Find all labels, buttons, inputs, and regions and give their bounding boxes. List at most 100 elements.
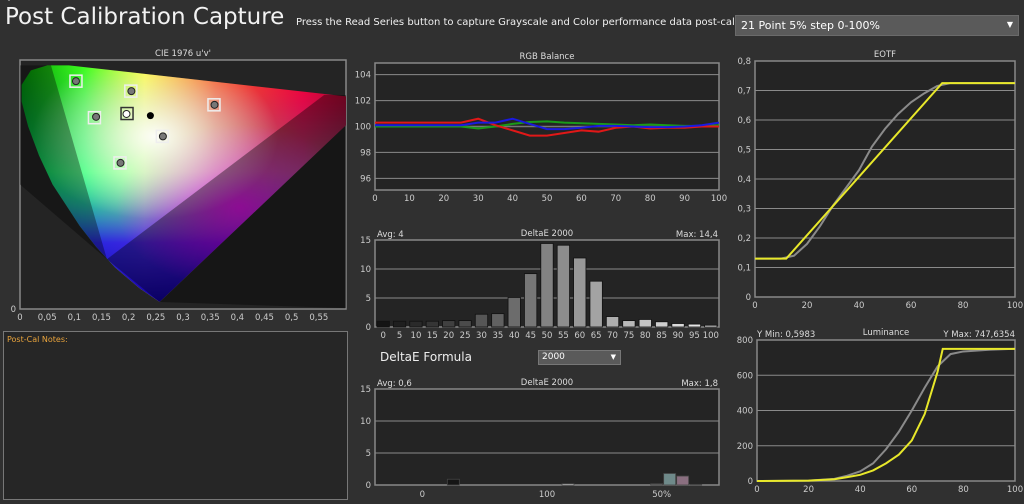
chart-title: CIE 1976 u'v' [155, 49, 211, 59]
bar [524, 273, 538, 328]
x-tick-label: 40 [507, 194, 518, 204]
spectral-locus-white [21, 65, 346, 302]
x-tick-label: 25 [460, 331, 471, 341]
x-tick-label: 5 [397, 331, 402, 341]
outside-gamut-shade-right [106, 94, 346, 309]
x-tick-label: 30 [473, 194, 484, 204]
series-line-target [756, 347, 1015, 482]
chart-title: DeltaE 2000 [521, 378, 573, 388]
outside-gamut-shade-left [20, 65, 107, 260]
notes-label: Post-Cal Notes: [7, 335, 68, 344]
x-tick-label: 20 [802, 301, 813, 311]
bar [676, 475, 690, 486]
post-cal-notes[interactable]: Post-Cal Notes: [3, 331, 348, 500]
x-tick-label: 0,45 [255, 313, 274, 323]
y-tick-label: 5 [366, 449, 371, 459]
deltae-formula-select[interactable]: 2000 ▼ [538, 350, 621, 365]
x-tick-label: 100 [1007, 301, 1023, 311]
y-tick-label: 10 [360, 265, 371, 275]
x-tick-label: 20 [438, 194, 449, 204]
y-tick-label: 15 [360, 236, 371, 246]
x-tick-label: 0,25 [146, 313, 165, 323]
bar [458, 320, 472, 328]
target-cyan [87, 110, 102, 125]
x-tick-label: 50 [542, 194, 553, 204]
y-tick-label: 0,6 [737, 116, 751, 126]
x-tick-label: 20 [803, 485, 814, 495]
y-tick-label: 102 [355, 97, 371, 107]
page-title: Post Calibration Capture [5, 4, 285, 30]
x-tick-label: 100 [1007, 485, 1023, 495]
bar [573, 257, 587, 328]
x-tick-label: 45 [525, 331, 536, 341]
bar [671, 323, 685, 328]
max-label: Max: 14,4 [676, 230, 718, 240]
x-tick-label: 0,5 [285, 313, 299, 323]
y-tick-label: 0,2 [737, 234, 751, 244]
x-tick-label: 0 [754, 485, 759, 495]
x-tick-label: 95 [689, 331, 700, 341]
y-tick-label: 0,3 [2, 0, 16, 3]
bar [663, 473, 677, 486]
x-tick-label: 35 [492, 331, 503, 341]
x-tick-label: 80 [958, 301, 969, 311]
bar [589, 280, 603, 328]
x-tick-label: 0,4 [231, 313, 245, 323]
y-tick-label: 0,5 [2, 0, 16, 3]
y-min-label: Y Min: 0,5983 [756, 330, 815, 340]
x-tick-label: 50% [652, 490, 671, 500]
target-white [120, 106, 134, 121]
y-tick-label: 800 [737, 336, 753, 346]
cie-chart: CIE 1976 u'v'00,10,20,30,40,500,050,10,1… [2, 0, 347, 323]
cie-gamut [20, 65, 346, 309]
measured-magenta [158, 132, 167, 141]
y-tick-label: 0,4 [2, 0, 16, 3]
bar [446, 478, 460, 486]
x-tick-label: 80 [645, 194, 656, 204]
bar [622, 320, 636, 328]
x-tick-label: 0,15 [92, 313, 111, 323]
y-tick-label: 98 [360, 148, 371, 158]
x-tick-label: 0 [380, 331, 385, 341]
bar [556, 244, 570, 328]
chevron-down-icon: ▼ [610, 353, 616, 361]
deltae-formula-label: DeltaE Formula [380, 350, 472, 364]
measured-white [122, 109, 131, 118]
bar [474, 313, 489, 328]
y-tick-label: 600 [737, 371, 753, 381]
bar [540, 243, 554, 328]
x-tick-label: 70 [610, 194, 621, 204]
bar [689, 483, 703, 486]
bar [392, 320, 407, 328]
x-tick-label: 40 [855, 485, 866, 495]
y-tick-label: 5 [366, 294, 371, 304]
x-tick-label: 0,1 [68, 313, 82, 323]
x-tick-label: 10 [411, 331, 422, 341]
max-label: Max: 1,8 [681, 379, 718, 389]
x-tick-label: 0 [420, 490, 425, 500]
x-tick-label: 10 [404, 194, 415, 204]
y-max-label: Y Max: 747,6354 [942, 330, 1015, 340]
series-line-target [755, 82, 1015, 260]
x-tick-label: 100 [539, 490, 555, 500]
y-tick-label: 10 [360, 417, 371, 427]
target-green [69, 74, 83, 88]
y-tick-label: 104 [355, 71, 371, 81]
bar [605, 316, 620, 328]
avg-label: Avg: 4 [377, 230, 404, 240]
y-tick-label: 0,5 [737, 146, 751, 156]
bar [409, 320, 423, 328]
chart-title: RGB Balance [520, 52, 575, 62]
x-tick-label: 70 [607, 331, 618, 341]
x-tick-label: 0 [372, 194, 377, 204]
measured-blue [116, 158, 125, 167]
de_color-chart: DeltaE 2000 0 5 10 15 Avg: 0,6 Max: 1,8 0 100 50% [360, 378, 720, 500]
y-tick-label: 0 [748, 477, 753, 487]
y-tick-label: 400 [737, 407, 753, 417]
x-tick-label: 100 [711, 194, 727, 204]
luminance-chart: 0 200 400 600 800 0 20 40 60 80 100 Luminance Y Min:… [737, 328, 1023, 495]
series-select[interactable]: 21 Point 5% step 0-100% ▼ [735, 15, 1019, 36]
bar [376, 320, 390, 328]
x-tick-label: 0,2 [122, 313, 136, 323]
avg-label: Avg: 0,6 [377, 379, 412, 389]
